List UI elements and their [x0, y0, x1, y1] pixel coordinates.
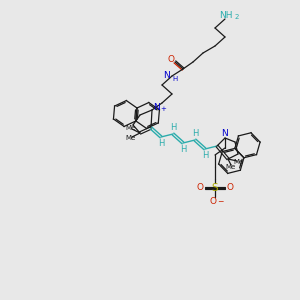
Text: O: O [167, 55, 175, 64]
Text: N: N [153, 103, 159, 112]
Text: H: H [180, 146, 186, 154]
Text: O: O [226, 184, 233, 193]
Text: NH: NH [219, 11, 233, 20]
Text: Me: Me [225, 164, 235, 170]
Text: Me: Me [125, 135, 135, 141]
Text: +: + [160, 106, 166, 112]
Text: H: H [170, 122, 176, 131]
Text: O: O [196, 184, 203, 193]
Text: Me: Me [233, 159, 243, 165]
Text: S: S [212, 183, 218, 193]
Text: H: H [202, 152, 208, 160]
Text: H: H [158, 140, 164, 148]
Text: H: H [192, 128, 198, 137]
Text: −: − [217, 197, 223, 206]
Text: H: H [172, 76, 178, 82]
Text: Me: Me [125, 125, 135, 131]
Text: 2: 2 [235, 14, 239, 20]
Text: N: N [164, 71, 170, 80]
Text: O: O [209, 197, 217, 206]
Text: N: N [220, 128, 227, 137]
